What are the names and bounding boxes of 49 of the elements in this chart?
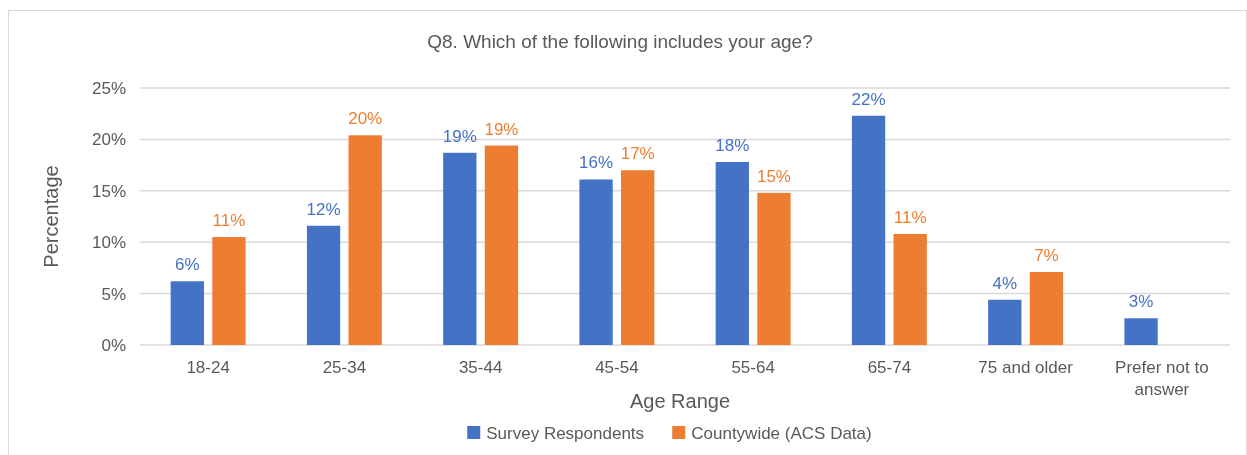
data-label: 18% — [715, 136, 750, 156]
y-tick-label: 10% — [91, 233, 126, 253]
x-tick-label: 55-64 — [731, 358, 775, 377]
bar — [170, 281, 204, 345]
x-tick-label: Prefer not to answer — [1115, 358, 1209, 399]
data-label: 19% — [442, 126, 477, 146]
data-label: 16% — [579, 153, 614, 173]
data-label: 11% — [212, 211, 246, 231]
y-tick-label: 25% — [91, 78, 126, 98]
chart-title: Q8. Which of the following includes your age? — [427, 31, 813, 52]
x-axis-title: Age Range — [629, 390, 731, 412]
legend-label: Countywide (ACS Data) — [691, 423, 872, 443]
y-tick-label: 5% — [101, 284, 126, 304]
bar — [443, 152, 477, 345]
data-label: 20% — [348, 109, 383, 129]
y-tick-label: 20% — [91, 130, 126, 150]
data-label: 15% — [756, 166, 791, 186]
data-label: 4% — [992, 273, 1018, 293]
bar — [851, 115, 886, 345]
data-label: 17% — [620, 144, 655, 164]
data-label: 12% — [306, 199, 341, 219]
bar — [621, 170, 655, 345]
bar — [348, 135, 382, 345]
x-tick-label: 65-74 — [867, 358, 912, 377]
bar — [306, 225, 341, 345]
y-tick-label: 0% — [101, 335, 126, 355]
bar — [893, 233, 927, 345]
x-tick-label: 18-24 — [186, 358, 230, 377]
legend-label: Survey Respondents — [486, 423, 645, 443]
bar — [579, 179, 613, 345]
x-tick-label: 35-44 — [458, 358, 503, 377]
bar — [715, 162, 749, 345]
y-axis-title: Percentage — [40, 165, 62, 268]
data-label: 19% — [484, 119, 519, 139]
x-tick-label: 25-34 — [322, 358, 367, 377]
bar — [484, 145, 519, 345]
data-label: 22% — [851, 89, 886, 109]
bar — [988, 299, 1022, 345]
data-label: 6% — [175, 255, 200, 275]
x-tick-label: 45-54 — [595, 358, 639, 377]
y-tick-label: 15% — [91, 181, 126, 201]
x-tick-label: 75 and older — [978, 358, 1074, 377]
data-label: 3% — [1128, 292, 1154, 312]
bar — [1124, 318, 1158, 345]
bar — [212, 237, 246, 345]
data-label: 7% — [1034, 246, 1059, 266]
data-label: 11% — [893, 207, 927, 227]
bar — [1029, 272, 1064, 345]
bar — [757, 192, 791, 345]
